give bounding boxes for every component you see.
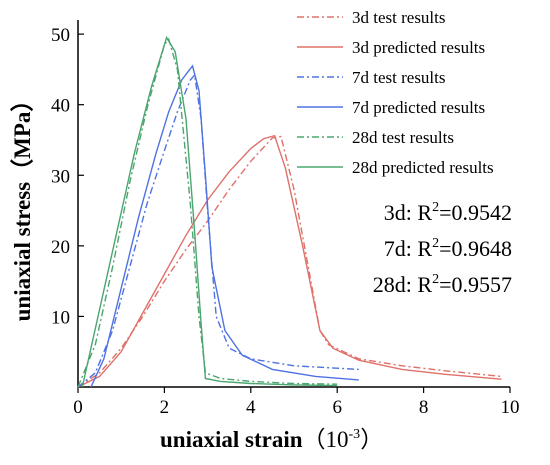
legend-label: 3d test results <box>352 8 446 27</box>
r2-value: =0.9542 <box>439 200 512 225</box>
y-axis-label: uniaxial stress（MPa） <box>9 89 35 322</box>
r2-annotation: 28d: R2=0.9557 <box>373 272 512 297</box>
y-tick-label: 40 <box>51 96 70 117</box>
x-tick-label: 6 <box>332 397 342 418</box>
legend-label: 7d predicted results <box>352 98 485 117</box>
r2-annotation: 7d: R2=0.9648 <box>384 236 512 261</box>
x-tick-label: 8 <box>419 397 429 418</box>
legend-label: 3d predicted results <box>352 38 485 57</box>
y-tick-label: 30 <box>51 166 70 187</box>
x-tick-label: 0 <box>73 397 83 418</box>
y-tick-label: 50 <box>51 25 70 46</box>
r2-superscript: 2 <box>432 272 439 287</box>
y-ticks: 10 20 30 40 50 <box>51 25 84 328</box>
r2-annotation: 3d: R2=0.9542 <box>384 200 512 225</box>
x-axis-unit-base: （10 <box>303 427 349 452</box>
series-line-7d-predicted-results <box>90 64 359 388</box>
series-lines <box>77 35 502 388</box>
series-line-3d-predicted-results <box>77 134 502 388</box>
y-tick-label: 10 <box>51 307 70 328</box>
legend-label: 28d predicted results <box>352 158 494 177</box>
series-line-28d-predicted-results <box>81 35 338 388</box>
r2-value: =0.9557 <box>439 272 512 297</box>
legend: 3d test results 3d predicted results 7d te… <box>297 8 494 177</box>
r2-label: 3d: R <box>384 200 433 225</box>
y-tick-label: 20 <box>51 237 70 258</box>
x-tick-label: 10 <box>501 397 520 418</box>
x-tick-label: 4 <box>246 397 256 418</box>
r2-label: 28d: R <box>373 272 433 297</box>
series-line-3d-test-results <box>77 135 502 388</box>
legend-label: 28d test results <box>352 128 454 147</box>
plot-area: 0 2 4 6 8 10 10 20 30 40 50 <box>51 20 520 418</box>
legend-label: 7d test results <box>352 68 446 87</box>
x-axis-unit-close: ） <box>360 427 383 452</box>
series-line-7d-test-results <box>77 73 359 388</box>
r2-superscript: 2 <box>432 236 439 251</box>
x-ticks: 0 2 4 6 8 10 <box>73 387 520 418</box>
x-tick-label: 2 <box>160 397 170 418</box>
r2-value: =0.9648 <box>439 236 512 261</box>
r2-superscript: 2 <box>432 200 439 215</box>
x-axis-label: uniaxial strain（10-3） <box>160 427 383 452</box>
x-axis-label-text: uniaxial strain <box>160 427 303 452</box>
r2-label: 7d: R <box>384 236 433 261</box>
x-axis-unit-exp: -3 <box>349 427 361 442</box>
